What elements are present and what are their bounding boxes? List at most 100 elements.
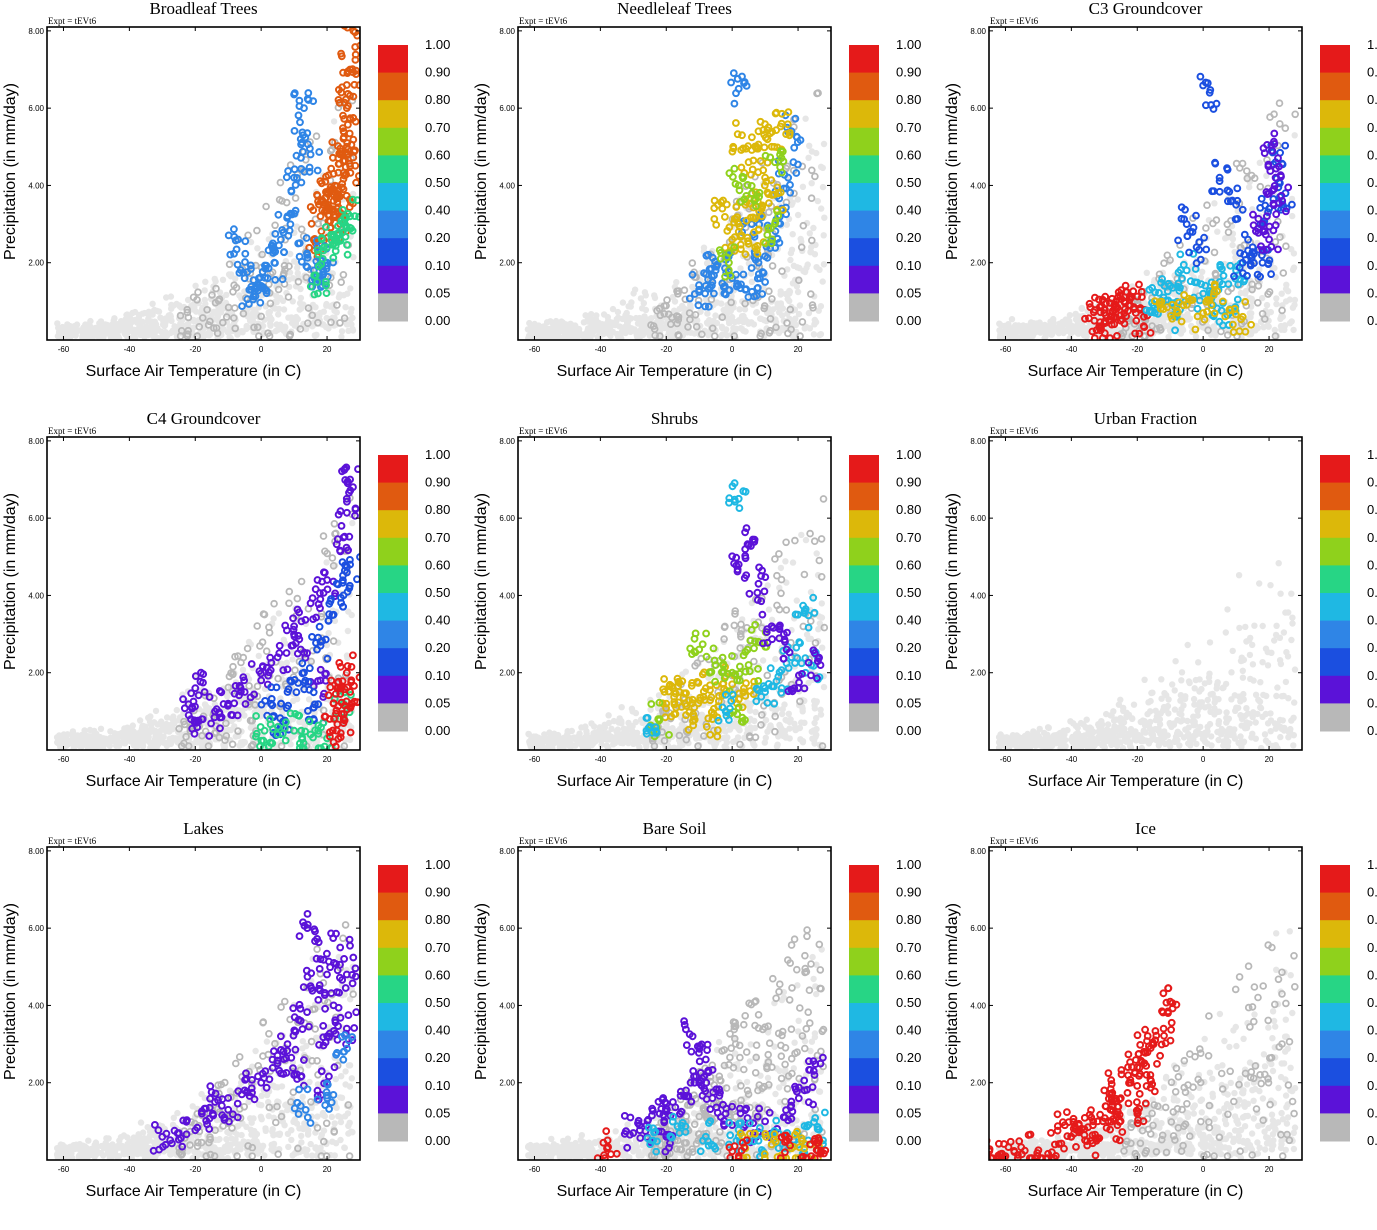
background-point [1037, 319, 1043, 325]
background-point [134, 320, 140, 326]
background-point [591, 723, 597, 729]
background-point [1273, 295, 1279, 301]
data-point [1086, 315, 1092, 321]
data-point [316, 149, 322, 155]
y-tick-label: 2.00 [28, 669, 44, 678]
zero-fraction-point [800, 223, 806, 229]
zero-fraction-point [227, 261, 233, 267]
background-point [718, 300, 724, 306]
data-point [1248, 263, 1254, 269]
background-point [155, 741, 161, 747]
data-point [1278, 172, 1284, 178]
background-point [294, 696, 300, 702]
data-point [766, 200, 772, 206]
data-point [1186, 250, 1192, 256]
background-point [1048, 327, 1054, 333]
panel-title: Needleleaf Trees [617, 0, 732, 18]
background-point [1065, 323, 1071, 329]
x-tick-label: -40 [124, 755, 136, 764]
background-point [87, 318, 93, 324]
background-point [168, 302, 174, 308]
background-point [338, 334, 344, 340]
background-point [56, 732, 62, 738]
x-tick-label: -20 [660, 345, 672, 354]
background-point [809, 180, 815, 186]
data-point [1204, 309, 1210, 315]
background-point [636, 315, 642, 321]
zero-fraction-point [230, 289, 236, 295]
background-point [810, 225, 816, 231]
background-point [820, 184, 826, 190]
data-point [289, 643, 295, 649]
zero-fraction-point [712, 333, 718, 339]
background-point [154, 721, 160, 727]
data-point [1245, 248, 1251, 254]
data-point [242, 238, 248, 244]
y-axis-label: Precipitation (in mm/day) [2, 83, 19, 260]
zero-fraction-point [1249, 173, 1255, 179]
data-point [732, 101, 738, 107]
data-point [346, 21, 352, 27]
zero-fraction-point [267, 630, 273, 636]
background-point [652, 295, 658, 301]
background-point [778, 288, 784, 294]
background-point [789, 247, 795, 253]
background-point [1199, 269, 1205, 275]
background-point [294, 265, 300, 271]
background-point [256, 653, 262, 659]
background-point [134, 731, 140, 737]
data-point [1122, 300, 1128, 306]
background-point [806, 143, 812, 149]
y-tick-label: 4.00 [28, 181, 44, 190]
experiment-label: Expt = tEVt6 [990, 16, 1039, 26]
zero-fraction-point [257, 643, 263, 649]
data-point [317, 605, 323, 611]
data-point [317, 624, 323, 630]
background-point [1050, 316, 1056, 322]
background-point [643, 307, 649, 313]
data-point [774, 110, 780, 116]
data-point [1203, 102, 1209, 108]
background-point [704, 310, 710, 316]
data-point [262, 698, 268, 704]
data-point [304, 264, 310, 270]
background-point [725, 309, 731, 315]
data-point [345, 252, 351, 258]
colorbar-swatch [849, 183, 879, 211]
background-point [1075, 331, 1081, 337]
data-point [1136, 282, 1142, 288]
data-point [283, 738, 289, 744]
data-point [336, 161, 342, 167]
zero-fraction-point [1161, 260, 1167, 266]
zero-fraction-point [1256, 283, 1262, 289]
background-point [236, 742, 242, 748]
data-point [304, 251, 310, 257]
background-point [98, 726, 104, 732]
data-point [276, 650, 282, 656]
y-tick-label: 4.00 [28, 591, 44, 600]
background-point [81, 328, 87, 334]
data-point [306, 97, 312, 103]
background-point [813, 264, 819, 270]
data-point [356, 214, 362, 220]
background-point [809, 148, 815, 154]
data-point [1242, 232, 1248, 238]
data-point [1195, 306, 1201, 312]
colorbar-swatch [378, 155, 408, 183]
colorbar-label: 0.20 [1367, 230, 1377, 245]
data-point [347, 204, 353, 210]
background-point [819, 645, 825, 651]
data-point [356, 173, 362, 179]
data-point [257, 300, 263, 306]
colorbar-label: 0.05 [896, 285, 921, 300]
background-point [202, 279, 208, 285]
background-point [344, 321, 350, 327]
zero-fraction-point [286, 294, 292, 300]
data-point [1123, 283, 1129, 289]
zero-fraction-point [331, 638, 337, 644]
background-point [794, 264, 800, 270]
